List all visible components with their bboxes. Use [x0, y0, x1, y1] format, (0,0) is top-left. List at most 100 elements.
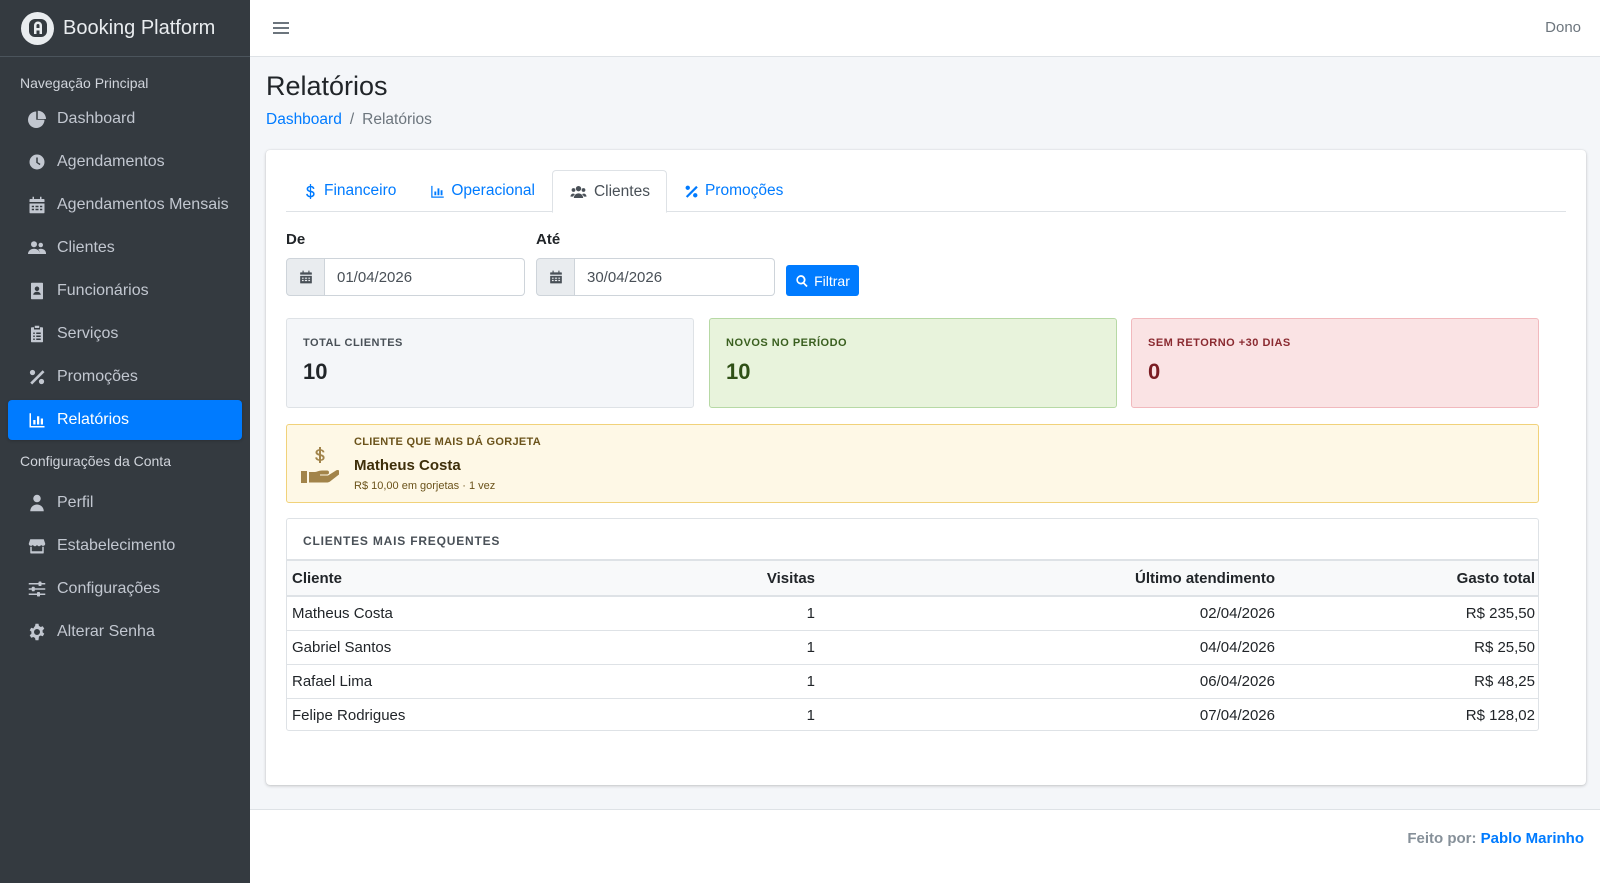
- tab-promocoes[interactable]: Promoções: [667, 170, 800, 212]
- tab-financeiro[interactable]: Financeiro: [286, 170, 413, 212]
- tab-label: Promoções: [704, 182, 784, 199]
- nav-header-main: Navegação Principal: [20, 75, 149, 91]
- stat-total-clientes: TOTAL CLIENTES 10: [286, 318, 694, 408]
- breadcrumb-separator: /: [349, 111, 355, 128]
- sidebar-item-promocoes[interactable]: Promoções: [8, 357, 242, 397]
- users-icon: [570, 185, 587, 198]
- sidebar-item-label: Serviços: [57, 325, 119, 342]
- sidebar-item-label: Configurações: [57, 580, 161, 597]
- cell-ultimo: 04/04/2026: [1199, 638, 1275, 656]
- top-tipper-name: Matheus Costa: [354, 457, 461, 474]
- table-row: Rafael Lima 1 06/04/2026 R$ 48,25: [287, 664, 1538, 698]
- footer-author-link[interactable]: Pablo Marinho: [1480, 830, 1584, 847]
- filter-button-label: Filtrar: [814, 272, 850, 289]
- column-header: Último atendimento: [1134, 569, 1275, 587]
- column-header: Cliente: [292, 569, 343, 587]
- id-badge-icon: [27, 281, 47, 301]
- table-row: Matheus Costa 1 02/04/2026 R$ 235,50: [287, 596, 1538, 630]
- brand-name: Booking Platform: [63, 16, 216, 39]
- footer: Feito por: Pablo Marinho: [250, 809, 1600, 883]
- brand-link[interactable]: Booking Platform: [0, 0, 250, 57]
- cell-cliente: Gabriel Santos: [292, 638, 392, 656]
- sidebar-item-relatorios[interactable]: Relatórios: [8, 400, 242, 440]
- sidebar-item-configuracoes[interactable]: Configurações: [8, 569, 242, 609]
- sidebar-item-label: Agendamentos Mensais: [57, 196, 229, 213]
- cell-ultimo: 07/04/2026: [1199, 706, 1275, 724]
- column-header: Visitas: [766, 569, 815, 587]
- tab-clientes[interactable]: Clientes: [551, 170, 667, 213]
- chart-pie-icon: [27, 109, 47, 129]
- stat-value: 10: [726, 359, 751, 384]
- sidebar-item-agendamentos[interactable]: Agendamentos: [8, 142, 242, 182]
- cell-visitas: 1: [806, 672, 815, 690]
- top-navbar: Dono: [250, 0, 1600, 57]
- sidebar-item-clientes[interactable]: Clientes: [8, 228, 242, 268]
- filter-button[interactable]: Filtrar: [786, 265, 859, 296]
- sidebar-item-label: Alterar Senha: [57, 623, 155, 640]
- sidebar-item-label: Agendamentos: [57, 153, 165, 170]
- tab-operacional[interactable]: Operacional: [413, 170, 552, 212]
- sidebar-item-perfil[interactable]: Perfil: [8, 483, 242, 523]
- sidebar-item-agendamentos-mensais[interactable]: Agendamentos Mensais: [8, 185, 242, 225]
- user-icon: [27, 493, 47, 513]
- column-header: Gasto total: [1456, 569, 1535, 587]
- cell-cliente: Matheus Costa: [292, 604, 393, 622]
- sidebar-item-label: Promoções: [57, 368, 138, 385]
- breadcrumb-current: Relatórios: [362, 111, 432, 128]
- frequent-clients-table: Cliente Visitas Último atendimento Gasto…: [287, 559, 1538, 730]
- cell-visitas: 1: [806, 604, 815, 622]
- hamburger-icon[interactable]: [271, 18, 291, 38]
- sidebar-item-label: Funcionários: [57, 282, 149, 299]
- breadcrumb-home-link[interactable]: Dashboard: [266, 111, 342, 128]
- sidebar-item-funcionarios[interactable]: Funcionários: [8, 271, 242, 311]
- footer-prefix: Feito por:: [1407, 830, 1477, 847]
- percent-icon: [27, 367, 47, 387]
- cell-gasto: R$ 48,25: [1474, 672, 1535, 690]
- cell-cliente: Felipe Rodrigues: [292, 706, 406, 724]
- sidebar-item-label: Estabelecimento: [57, 537, 176, 554]
- clock-icon: [27, 152, 47, 172]
- from-date-input[interactable]: 01/04/2026: [325, 258, 525, 296]
- sidebar-item-label: Clientes: [57, 239, 115, 256]
- users-icon: [27, 238, 47, 258]
- sidebar-item-label: Dashboard: [57, 110, 136, 127]
- reports-card: Financeiro Operacional Clientes Promoçõe…: [266, 150, 1586, 785]
- frequent-clients-card: CLIENTES MAIS FREQUENTES Cliente Visitas…: [286, 518, 1539, 731]
- search-icon: [796, 274, 808, 287]
- sidebar-item-dashboard[interactable]: Dashboard: [8, 99, 242, 139]
- stat-label: TOTAL CLIENTES: [303, 337, 403, 349]
- stat-label: NOVOS NO PERÍODO: [726, 337, 848, 349]
- from-date-group: 01/04/2026: [286, 258, 525, 296]
- top-tipper-label: CLIENTE QUE MAIS DÁ GORJETA: [354, 436, 541, 448]
- clipboard-icon: [27, 324, 47, 344]
- frequent-clients-title: CLIENTES MAIS FREQUENTES: [303, 534, 501, 548]
- sidebar: Booking Platform Navegação Principal Das…: [0, 0, 250, 883]
- report-tabs: Financeiro Operacional Clientes Promoçõe…: [286, 170, 1566, 213]
- nav-header-account: Configurações da Conta: [20, 453, 171, 469]
- sliders-icon: [27, 579, 47, 599]
- top-tipper-detail: R$ 10,00 em gorjetas · 1 vez: [354, 480, 496, 492]
- top-tipper-box: CLIENTE QUE MAIS DÁ GORJETA Matheus Cost…: [286, 424, 1539, 503]
- cell-cliente: Rafael Lima: [292, 672, 373, 690]
- tab-label: Clientes: [593, 182, 650, 200]
- footer-credit: Feito por: Pablo Marinho: [1407, 830, 1584, 847]
- calendar-icon: [286, 258, 325, 296]
- to-date-input[interactable]: 30/04/2026: [575, 258, 775, 296]
- percent-icon: [685, 185, 698, 198]
- chart-bar-icon: [431, 185, 445, 198]
- stat-novos-periodo: NOVOS NO PERÍODO 10: [709, 318, 1117, 408]
- hand-holding-dollar-icon: [301, 447, 340, 483]
- user-menu[interactable]: Dono: [1545, 19, 1581, 36]
- calendar-icon: [536, 258, 575, 296]
- to-date-group: 30/04/2026: [536, 258, 775, 296]
- cell-ultimo: 02/04/2026: [1199, 604, 1275, 622]
- to-date-label: Até: [536, 231, 561, 248]
- store-icon: [27, 536, 47, 556]
- sidebar-item-estabelecimento[interactable]: Estabelecimento: [8, 526, 242, 566]
- table-row: Felipe Rodrigues 1 07/04/2026 R$ 128,02: [287, 698, 1538, 730]
- sidebar-item-servicos[interactable]: Serviços: [8, 314, 242, 354]
- stat-sem-retorno: SEM RETORNO +30 DIAS 0: [1131, 318, 1539, 408]
- cell-visitas: 1: [806, 638, 815, 656]
- tab-label: Operacional: [451, 182, 535, 199]
- sidebar-item-alterar-senha[interactable]: Alterar Senha: [8, 612, 242, 652]
